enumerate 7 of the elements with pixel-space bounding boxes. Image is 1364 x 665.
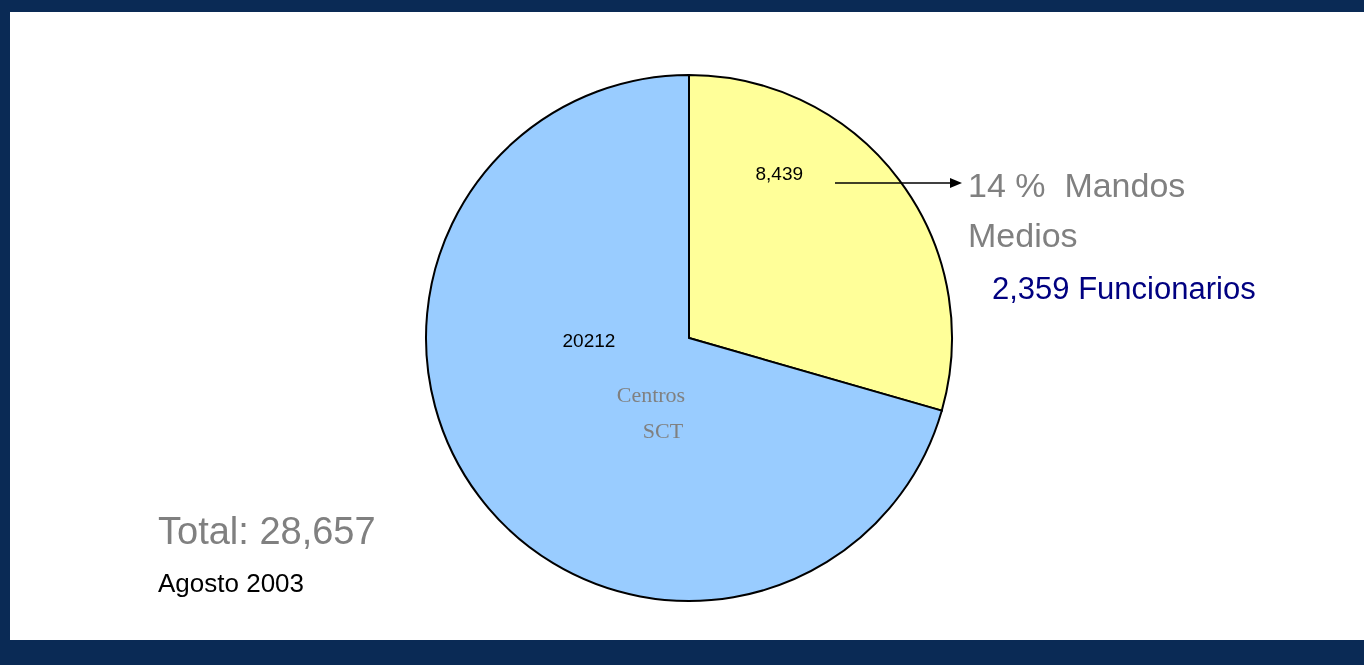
data-label: 8,439	[755, 162, 804, 184]
text: 14 % Mandos Medios	[968, 166, 1186, 254]
data-label: 20212	[562, 330, 616, 352]
text: Total: 28,657	[158, 510, 376, 552]
text: 2,359 Funcionarios	[992, 271, 1256, 306]
text: Agosto 2003	[158, 568, 305, 598]
slice-label: Centros SCT	[616, 382, 686, 444]
